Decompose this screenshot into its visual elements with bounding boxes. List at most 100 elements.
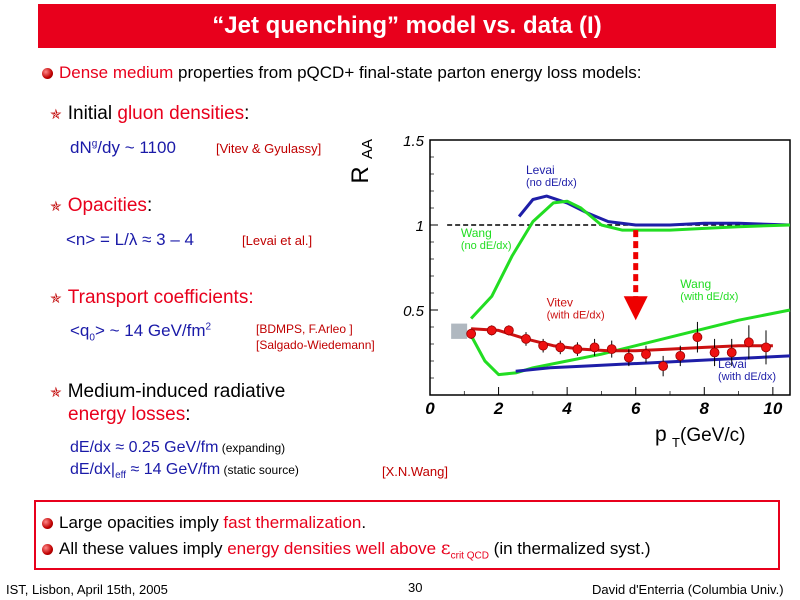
raa-chart: 0.511.50246810RAApT (GeV/c) Levai(no dE/… bbox=[350, 133, 791, 450]
x-tick-label: 10 bbox=[763, 399, 782, 418]
radiative-f2-sub: eff bbox=[115, 470, 127, 482]
radiative-formula-2: dE/dx|eff ≈ 14 GeV/fm (static source) bbox=[70, 461, 299, 481]
radiative-highlight: energy losses bbox=[68, 404, 186, 425]
transport-formula: <q0> ~ 14 GeV/fm2 bbox=[70, 321, 211, 343]
series-label-sub: (no dE/dx) bbox=[526, 177, 577, 189]
data-point bbox=[538, 340, 549, 351]
summary1-highlight: fast thermalization bbox=[223, 513, 362, 532]
series-line bbox=[517, 194, 791, 227]
opacity-ref: [Levai et al.] bbox=[242, 233, 313, 248]
star-icon: ✯ bbox=[50, 290, 62, 306]
radiative-ref: [X.N.Wang] bbox=[382, 464, 448, 479]
radiative-f2-note: (static source) bbox=[220, 463, 299, 477]
radiative-line2: energy losses: bbox=[68, 404, 191, 426]
x-tick-label: 0 bbox=[425, 399, 435, 418]
plot-frame bbox=[429, 139, 791, 396]
summary-line-1: Large opacities imply fast thermalizatio… bbox=[42, 513, 366, 533]
bullet-icon bbox=[42, 518, 53, 530]
radiative-f2-b: ≈ 14 GeV/fm bbox=[126, 461, 221, 478]
gluon-ref: [Vitev & Gyulassy] bbox=[216, 141, 322, 156]
radiative-f2-a: dE/dx| bbox=[70, 461, 116, 478]
gluon-heading: ✯ Initial gluon densities: bbox=[50, 103, 249, 125]
x-axis-label-unit: (GeV/c) bbox=[680, 425, 745, 446]
star-icon: ✯ bbox=[50, 198, 62, 214]
series-label-sub: (with dE/dx) bbox=[547, 310, 605, 322]
y-tick-label: 0.5 bbox=[403, 303, 425, 320]
transport-formula-b: > ~ 14 GeV/fm bbox=[94, 321, 206, 340]
summary-line-2: All these values imply energy densities … bbox=[42, 537, 651, 561]
gluon-formula-sup: g bbox=[91, 138, 98, 150]
series-line bbox=[470, 199, 791, 320]
arrow-head bbox=[623, 296, 648, 321]
intro-text: properties from pQCD+ final-state parton… bbox=[173, 63, 642, 82]
data-point bbox=[521, 333, 531, 344]
radiative-post: : bbox=[185, 404, 191, 425]
data-point bbox=[503, 325, 514, 336]
y-axis-label-sub: AA bbox=[359, 139, 376, 159]
transport-ref-1: [BDMPS, F.Arleo ] bbox=[256, 322, 353, 336]
footer-left: IST, Lisbon, April 15th, 2005 bbox=[6, 582, 168, 597]
series-label: Wang bbox=[680, 277, 711, 291]
series-label-sub: (with dE/dx) bbox=[680, 291, 738, 303]
chart-annotations: Levai(no dE/dx)Wang(no dE/dx)Wang(with d… bbox=[461, 163, 776, 383]
gluon-formula-a: dN bbox=[70, 138, 92, 157]
data-point bbox=[572, 344, 583, 355]
gluon-formula-b: /dy ~ 1100 bbox=[97, 138, 176, 157]
intro-line: Dense medium properties from pQCD+ final… bbox=[42, 63, 642, 83]
data-point bbox=[466, 328, 477, 339]
series-label: Vitev bbox=[547, 296, 573, 310]
data-point bbox=[623, 352, 634, 363]
series-label: Levai bbox=[526, 163, 555, 177]
page-number: 30 bbox=[408, 580, 423, 595]
radiative-formula-1: dE/dx ≈ 0.25 GeV/fm (expanding) bbox=[70, 439, 285, 457]
x-tick-label: 8 bbox=[700, 399, 710, 418]
series-label-sub: (with dE/dx) bbox=[718, 371, 776, 383]
summary2-highlight: energy densities well above bbox=[227, 539, 441, 558]
y-tick-label: 1.5 bbox=[403, 133, 425, 150]
gluon-formula: dNg/dy ~ 1100 bbox=[70, 138, 176, 158]
opacity-formula: <n> = L/λ ≈ 3 – 4 bbox=[66, 230, 194, 249]
chart-axes: 0.5 1 1.5 0 2 4 6 8 10 R AA pT (GeV/c) bbox=[350, 133, 791, 450]
summary2-epsilon: ε bbox=[440, 537, 451, 559]
series-line bbox=[471, 327, 773, 353]
radiative-line1: Medium-induced radiative bbox=[67, 381, 286, 402]
series-label: Levai bbox=[718, 357, 747, 371]
data-point bbox=[743, 337, 754, 348]
summary-box bbox=[34, 500, 780, 570]
star-icon: ✯ bbox=[50, 106, 62, 122]
transport-formula-a: <q bbox=[70, 321, 90, 340]
slide-title: “Jet quenching” model vs. data (I) bbox=[38, 4, 776, 48]
x-tick-label: 6 bbox=[631, 399, 641, 418]
opacity-highlight: Opacities bbox=[67, 195, 147, 216]
x-tick-label: 2 bbox=[493, 399, 504, 418]
chart-data-points bbox=[466, 321, 771, 377]
bullet-icon bbox=[42, 68, 53, 80]
series-label: Wang bbox=[461, 226, 492, 240]
opacity-heading: ✯ Opacities: bbox=[50, 195, 152, 217]
gluon-post: : bbox=[244, 103, 250, 124]
data-point bbox=[486, 325, 497, 336]
transport-ref-2: [Salgado-Wiedemann] bbox=[256, 338, 375, 352]
x-tick-label: 4 bbox=[561, 399, 572, 418]
bullet-icon bbox=[42, 544, 53, 556]
chart-series bbox=[469, 194, 791, 377]
summary2-pre: All these values imply bbox=[59, 539, 228, 558]
radiative-f1-main: dE/dx ≈ 0.25 GeV/fm bbox=[70, 439, 219, 456]
data-point bbox=[709, 347, 720, 358]
transport-formula-sup: 2 bbox=[205, 321, 212, 333]
data-point bbox=[641, 349, 651, 360]
transport-highlight: Transport coefficients: bbox=[67, 287, 254, 308]
data-point bbox=[692, 332, 703, 343]
data-point bbox=[726, 347, 737, 358]
intro-highlight: Dense medium bbox=[59, 63, 174, 82]
y-tick-label: 1 bbox=[416, 218, 424, 235]
star-icon: ✯ bbox=[50, 384, 62, 400]
series-line bbox=[515, 354, 791, 373]
normalization-band bbox=[451, 323, 468, 339]
summary1-pre: Large opacities imply bbox=[59, 513, 224, 532]
summary2-post: (in thermalized syst.) bbox=[488, 539, 651, 558]
series-label-sub: (no dE/dx) bbox=[461, 240, 512, 252]
radiative-heading: ✯ Medium-induced radiative bbox=[50, 381, 285, 403]
x-axis-label-sub: T bbox=[672, 435, 680, 450]
footer-right: David d'Enterria (Columbia Univ.) bbox=[592, 582, 784, 597]
